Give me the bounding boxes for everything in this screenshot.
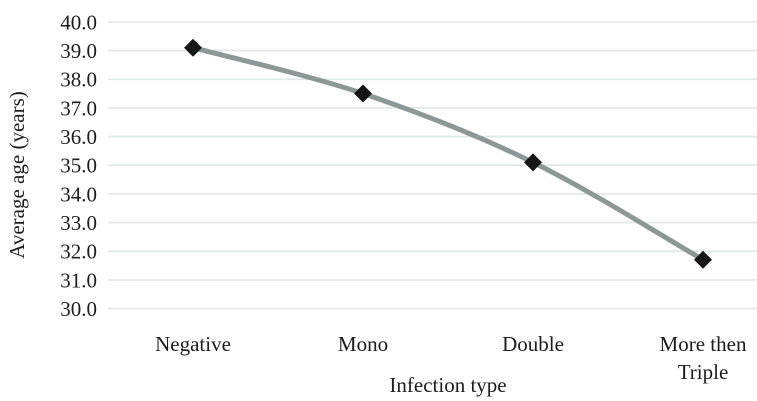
y-tick-label: 34.0 bbox=[60, 182, 97, 206]
y-tick-label: 40.0 bbox=[60, 10, 97, 34]
y-tick-label: 38.0 bbox=[60, 68, 97, 92]
y-tick-label: 33.0 bbox=[60, 211, 97, 235]
data-point-marker bbox=[184, 38, 202, 57]
x-axis-title: Infection type bbox=[389, 373, 506, 397]
line-series bbox=[184, 38, 712, 269]
y-tick-label: 37.0 bbox=[60, 96, 97, 120]
x-category-label: Triple bbox=[678, 360, 729, 384]
y-tick-label: 36.0 bbox=[60, 125, 97, 149]
y-axis-title: Average age (years) bbox=[5, 91, 29, 259]
x-category-label: Double bbox=[502, 332, 564, 356]
x-category-label: More then bbox=[660, 332, 747, 356]
x-category-labels: Negative Mono Double More then Triple bbox=[155, 332, 747, 384]
data-point-marker bbox=[354, 84, 372, 103]
y-tick-label: 31.0 bbox=[60, 268, 97, 292]
gridlines bbox=[108, 20, 757, 310]
y-tick-label: 30.0 bbox=[60, 297, 97, 321]
y-tick-label: 32.0 bbox=[60, 240, 97, 264]
y-tick-labels: 30.0 31.0 32.0 33.0 34.0 35.0 36.0 37.0 38.0 39.0… bbox=[60, 10, 97, 321]
y-tick-label: 35.0 bbox=[60, 154, 97, 178]
data-point-marker bbox=[694, 250, 712, 269]
series-line bbox=[190, 45, 706, 263]
x-category-label: Mono bbox=[338, 332, 388, 356]
data-point-marker bbox=[524, 153, 542, 172]
x-category-label: Negative bbox=[155, 332, 231, 356]
y-tick-label: 39.0 bbox=[60, 39, 97, 63]
